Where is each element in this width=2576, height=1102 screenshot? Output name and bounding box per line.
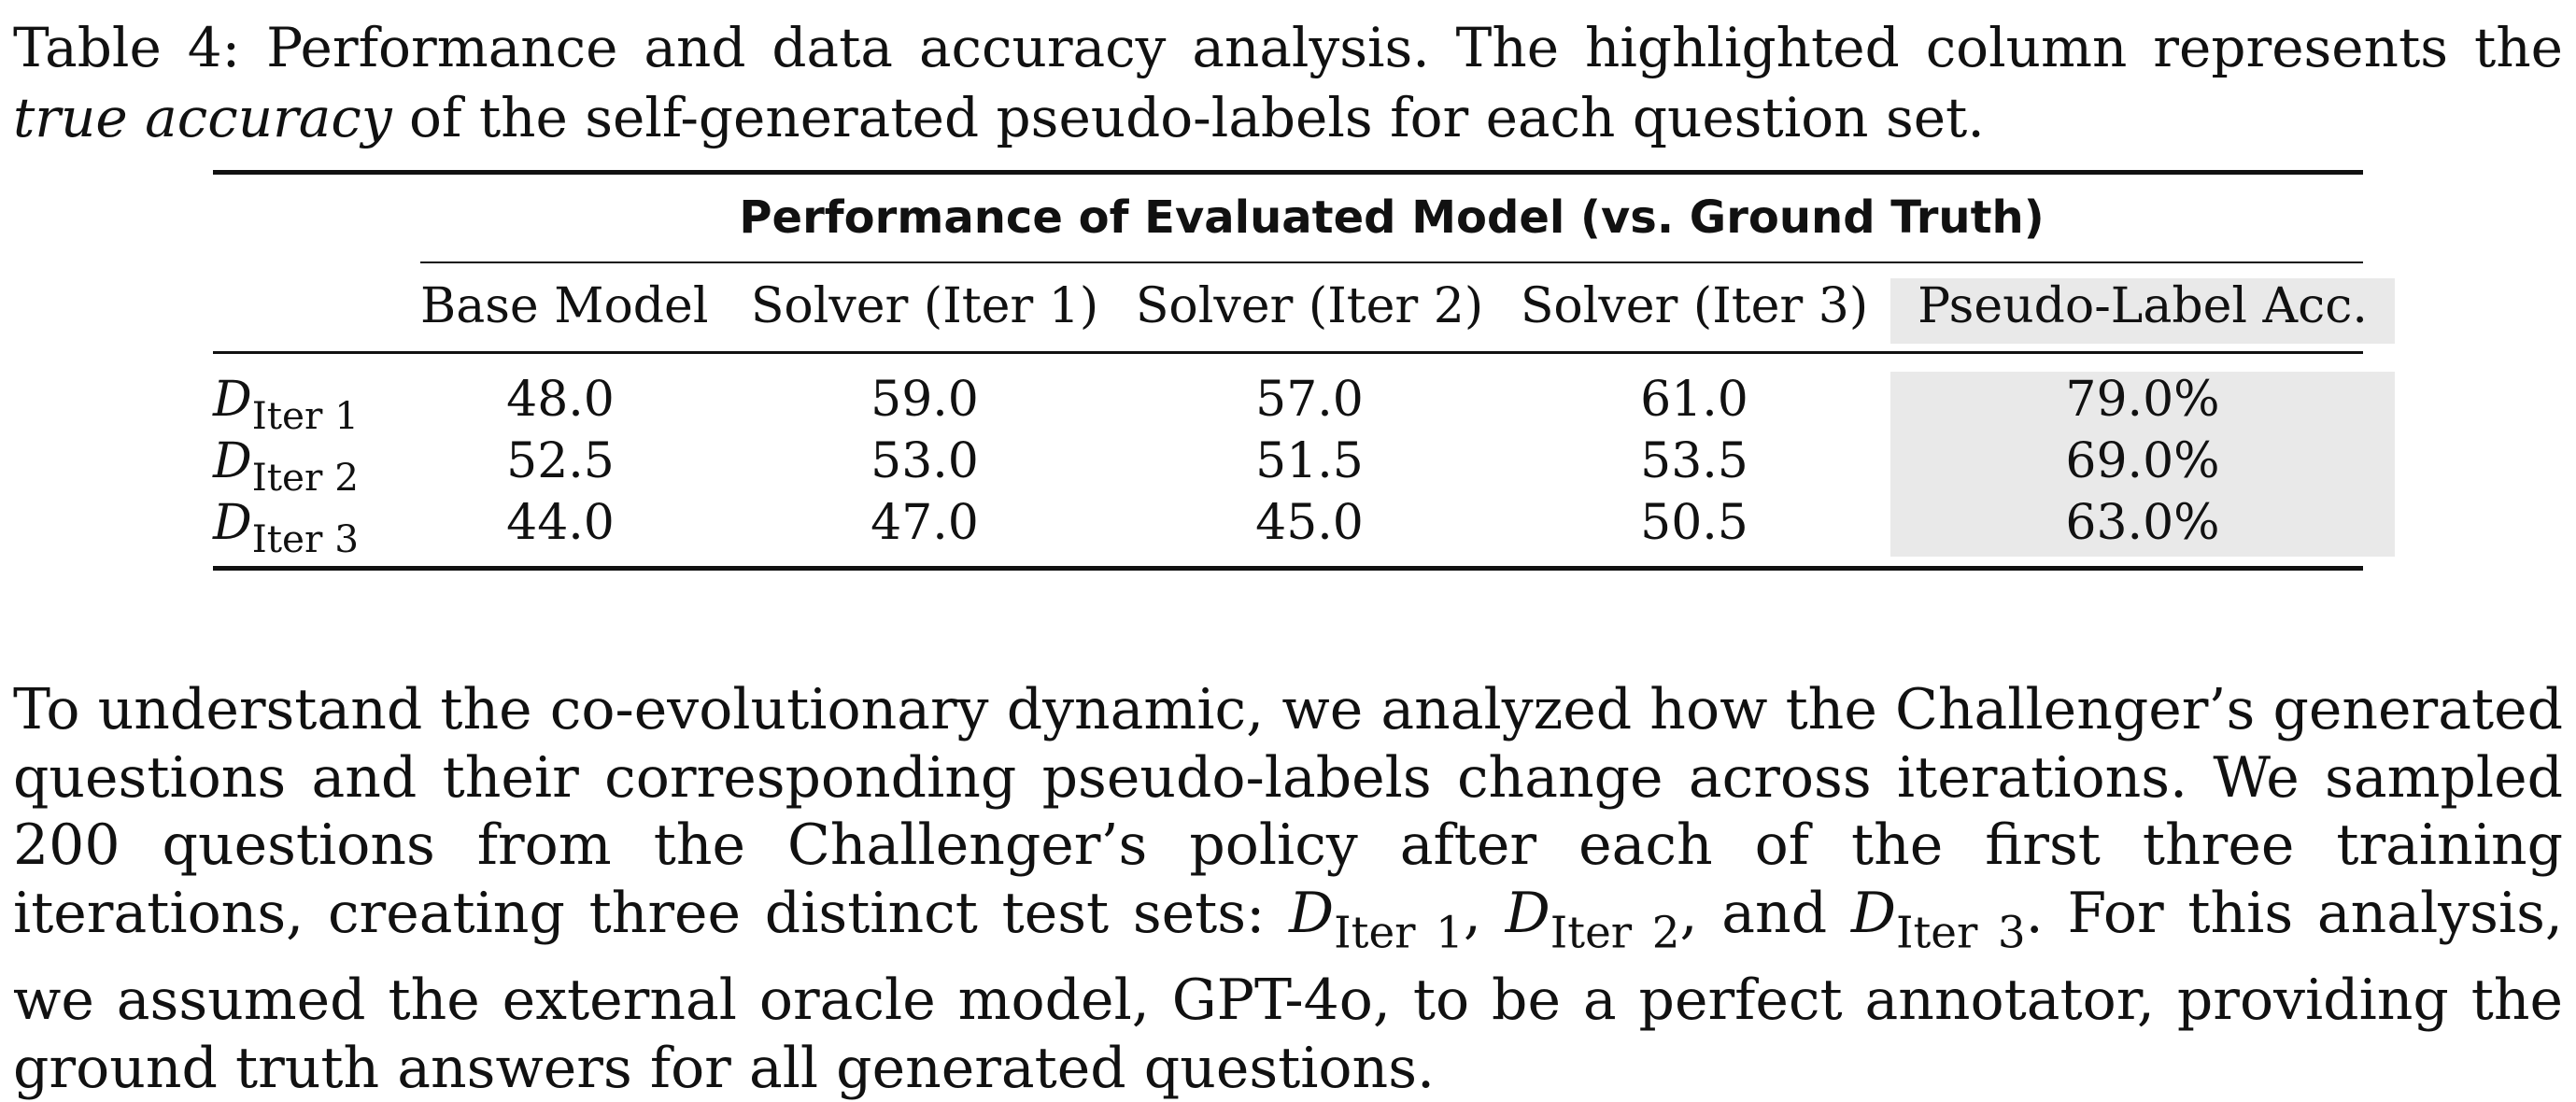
row-label-iter2: DIter 2	[213, 433, 360, 501]
cell-r1-acc: 79.0%	[2065, 372, 2220, 428]
caption-text-end: of the self-generated pseudo-labels for …	[391, 86, 1985, 149]
table-bottom-rule	[213, 566, 2363, 571]
cell-r3-iter1: 47.0	[870, 495, 979, 551]
table-caption: Table 4: Performance and data accuracy a…	[13, 13, 2563, 153]
caption-emphasis: true accuracy	[13, 86, 392, 149]
body-paragraph: To understand the co-evolutionary dynami…	[13, 677, 2563, 1101]
column-header-base-model: Base Model	[420, 278, 709, 334]
cell-r3-iter2: 45.0	[1255, 495, 1364, 551]
cell-r3-base: 44.0	[506, 495, 615, 551]
column-header-solver-iter3: Solver (Iter 3)	[1520, 278, 1869, 334]
column-header-pseudo-label-acc: Pseudo-Label Acc.	[1918, 278, 2368, 334]
set-symbol-iter2: DIter 2	[1505, 880, 1680, 958]
cell-r1-iter2: 57.0	[1255, 372, 1364, 428]
cell-r3-iter3: 50.5	[1640, 495, 1748, 551]
caption-text: Table 4: Performance and data accuracy a…	[13, 16, 2563, 79]
group-header-rule	[420, 261, 2363, 263]
cell-r3-acc: 63.0%	[2065, 495, 2220, 551]
cell-r1-iter3: 61.0	[1640, 372, 1748, 428]
highlight-header-bg	[1890, 278, 2395, 344]
cell-r2-iter2: 51.5	[1255, 433, 1364, 489]
cell-r1-base: 48.0	[506, 372, 615, 428]
highlight-column-bg	[1890, 372, 2395, 557]
column-header-solver-iter2: Solver (Iter 2)	[1135, 278, 1484, 334]
column-header-solver-iter1: Solver (Iter 1)	[750, 278, 1099, 334]
cell-r2-iter3: 53.5	[1640, 433, 1748, 489]
cell-r2-iter1: 53.0	[870, 433, 979, 489]
table-top-rule	[213, 170, 2363, 175]
column-group-header: Performance of Evaluated Model (vs. Grou…	[739, 191, 2045, 244]
row-label-iter1: DIter 1	[213, 372, 360, 439]
set-symbol-iter1: DIter 1	[1289, 880, 1464, 958]
cell-r1-iter1: 59.0	[870, 372, 979, 428]
row-label-iter3: DIter 3	[213, 495, 360, 562]
cell-r2-acc: 69.0%	[2065, 433, 2220, 489]
table-mid-rule	[213, 351, 2363, 354]
set-symbol-iter3: DIter 3	[1850, 880, 2026, 958]
cell-r2-base: 52.5	[506, 433, 615, 489]
